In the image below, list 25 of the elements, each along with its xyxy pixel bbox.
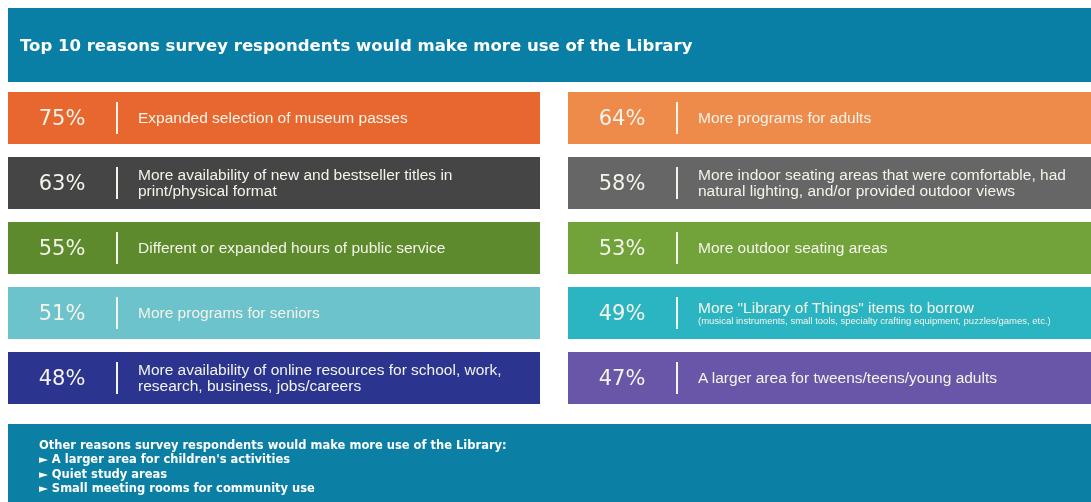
data-label: 55% [37,236,87,260]
data-label: 64% [597,106,647,130]
category-label: More "Library of Things" items to borrow (musical instruments, small tools, specialty crafting equipment, puzzles/games, etc.) [698,298,1052,327]
data-label: 48% [37,366,87,390]
data-label: 51% [37,301,87,325]
data-label: 75% [37,106,87,130]
data-label: 47% [597,366,647,390]
data-label: 63% [37,171,87,195]
category-label: More availability of new and bestseller titles in print/physical format [138,165,454,200]
category-label: Different or expanded hours of public service [138,238,447,257]
text: Top 10 reasons survey respondents would make more use of the Library [8,8,1091,82]
text: ► A larger area for children's activities [39,452,292,467]
data-label: 53% [597,236,647,260]
category-label: Expanded selection of museum passes [138,108,409,127]
category-label: More programs for seniors [138,303,321,322]
text: ► Quiet study areas [39,466,169,482]
category-label: More programs for adults [698,108,873,127]
category-label: More availability of online resources for school, work, research, business, jobs/careers [138,360,503,395]
category-label: More indoor seating areas that were comfortable, had natural lighting, and/or provided outdoor views [698,165,1067,200]
data-label: 49% [597,301,647,325]
category-label: A larger area for tweens/teens/young adults [698,368,998,387]
category-label: More outdoor seating areas [698,238,889,257]
text: Other reasons survey respondents would make more use of the Library: [39,438,508,453]
text: ► Small meeting rooms for community use [39,481,316,496]
data-label: 58% [597,171,647,195]
